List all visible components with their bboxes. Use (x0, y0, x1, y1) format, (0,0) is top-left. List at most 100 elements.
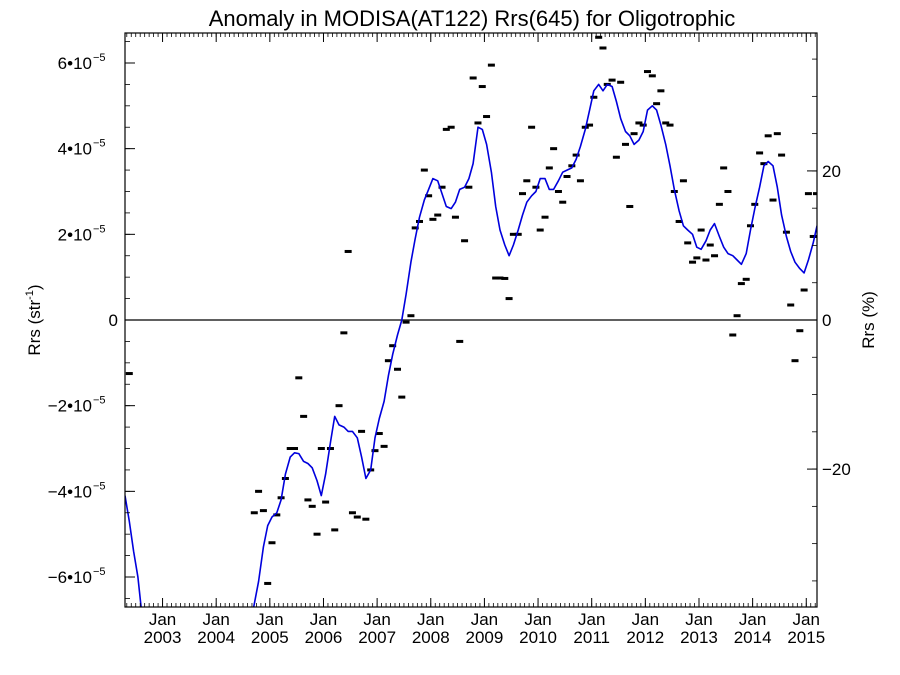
monthly-marker (483, 115, 491, 119)
monthly-marker (675, 219, 683, 223)
monthly-marker (518, 192, 526, 196)
monthly-marker (684, 241, 692, 245)
monthly-marker (304, 498, 312, 502)
monthly-marker (720, 166, 728, 170)
monthly-marker (255, 489, 263, 493)
monthly-marker (492, 276, 500, 280)
monthly-marker (760, 162, 768, 166)
monthly-marker (442, 127, 450, 131)
monthly-marker (706, 243, 714, 247)
monthly-marker (702, 258, 710, 262)
y-tick-label: −6•10 (48, 568, 92, 587)
x-tick-label-month: Jan (310, 610, 337, 629)
svg-text:Rrs (str-1): Rrs (str-1) (24, 284, 44, 355)
monthly-marker (648, 74, 656, 78)
monthly-marker (617, 80, 625, 84)
monthly-marker (635, 121, 643, 125)
monthly-marker (416, 219, 424, 223)
monthly-marker (643, 70, 651, 74)
x-tick-label-month: Jan (417, 610, 444, 629)
monthly-marker (782, 230, 790, 234)
monthly-marker (394, 367, 402, 371)
x-tick-label-year: 2005 (251, 628, 289, 647)
monthly-marker (657, 89, 665, 93)
monthly-marker (751, 202, 759, 206)
monthly-marker (800, 288, 808, 292)
monthly-marker (697, 228, 705, 232)
monthly-marker (590, 95, 598, 99)
monthly-marker (554, 189, 562, 193)
monthly-marker (331, 528, 339, 532)
monthly-marker (469, 76, 477, 80)
monthly-marker (536, 228, 544, 232)
monthly-marker (733, 314, 741, 318)
x-tick-label-month: Jan (149, 610, 176, 629)
monthly-marker (286, 447, 294, 451)
monthly-marker (313, 532, 321, 536)
x-tick-label-month: Jan (363, 610, 390, 629)
monthly-marker (362, 517, 370, 521)
monthly-marker (559, 200, 567, 204)
monthly-marker (474, 121, 482, 125)
monthly-marker (487, 63, 495, 67)
y-axis-title-text: Rrs (str (25, 300, 44, 356)
monthly-marker (528, 125, 536, 129)
monthly-marker (599, 46, 607, 50)
y-tick-label: −2•10 (48, 397, 92, 416)
monthly-marker (456, 339, 464, 343)
monthly-marker (461, 239, 469, 243)
monthly-marker (746, 224, 754, 228)
y2-tick-label: 0 (822, 311, 831, 330)
monthly-marker (756, 151, 764, 155)
x-tick-label-year: 2007 (358, 628, 396, 647)
monthly-marker (389, 344, 397, 348)
monthly-marker (434, 213, 442, 217)
monthly-marker (402, 320, 410, 324)
monthly-marker (501, 276, 509, 280)
monthly-marker (326, 447, 334, 451)
monthly-marker (375, 432, 383, 436)
x-tick-label-year: 2008 (412, 628, 450, 647)
monthly-marker (550, 147, 558, 151)
y-tick-label: 4•10 (58, 140, 92, 159)
y2-tick-label: −20 (822, 460, 851, 479)
monthly-marker (612, 155, 620, 159)
monthly-marker (273, 513, 281, 517)
x-tick-label-month: Jan (685, 610, 712, 629)
y-axis-title-superscript: -1 (24, 290, 36, 300)
monthly-marker (689, 260, 697, 264)
monthly-marker (451, 215, 459, 219)
x-tick-label-year: 2004 (197, 628, 235, 647)
monthly-marker (693, 256, 701, 260)
x-tick-layer: Jan2003Jan2004Jan2005Jan2006Jan2007Jan20… (126, 33, 825, 647)
monthly-marker (679, 179, 687, 183)
monthly-marker (514, 232, 522, 236)
x-tick-label-year: 2011 (573, 628, 610, 647)
y2-axis-title-text: Rrs (%) (859, 291, 878, 349)
y-tick-label-exponent: −5 (93, 52, 106, 64)
monthly-marker (626, 204, 634, 208)
monthly-marker (729, 333, 737, 337)
y-tick-label: 0 (109, 311, 118, 330)
monthly-marker (300, 414, 308, 418)
monthly-marker (295, 376, 303, 380)
x-tick-label-year: 2006 (305, 628, 343, 647)
x-tick-label-month: Jan (256, 610, 283, 629)
x-tick-label-year: 2013 (680, 628, 718, 647)
monthly-marker (778, 153, 786, 157)
x-tick-label-year: 2010 (519, 628, 557, 647)
monthly-marker (791, 359, 799, 363)
monthly-marker (545, 166, 553, 170)
y-tick-layer: 6•10 −54•10 −52•10 −50−2•10 −5−4•10 −5−6•10 −5 (48, 41, 135, 599)
monthly-marker (572, 153, 580, 157)
smoothed-anomaly-line (252, 83, 817, 607)
monthly-marker (764, 134, 772, 138)
monthly-marker (523, 179, 531, 183)
monthly-marker (317, 447, 325, 451)
y-tick-label-exponent: −5 (93, 138, 106, 150)
x-tick-label-month: Jan (471, 610, 498, 629)
monthly-marker (630, 132, 638, 136)
y-axis-title: Rrs (str-1) (24, 284, 44, 355)
monthly-marker (563, 175, 571, 178)
